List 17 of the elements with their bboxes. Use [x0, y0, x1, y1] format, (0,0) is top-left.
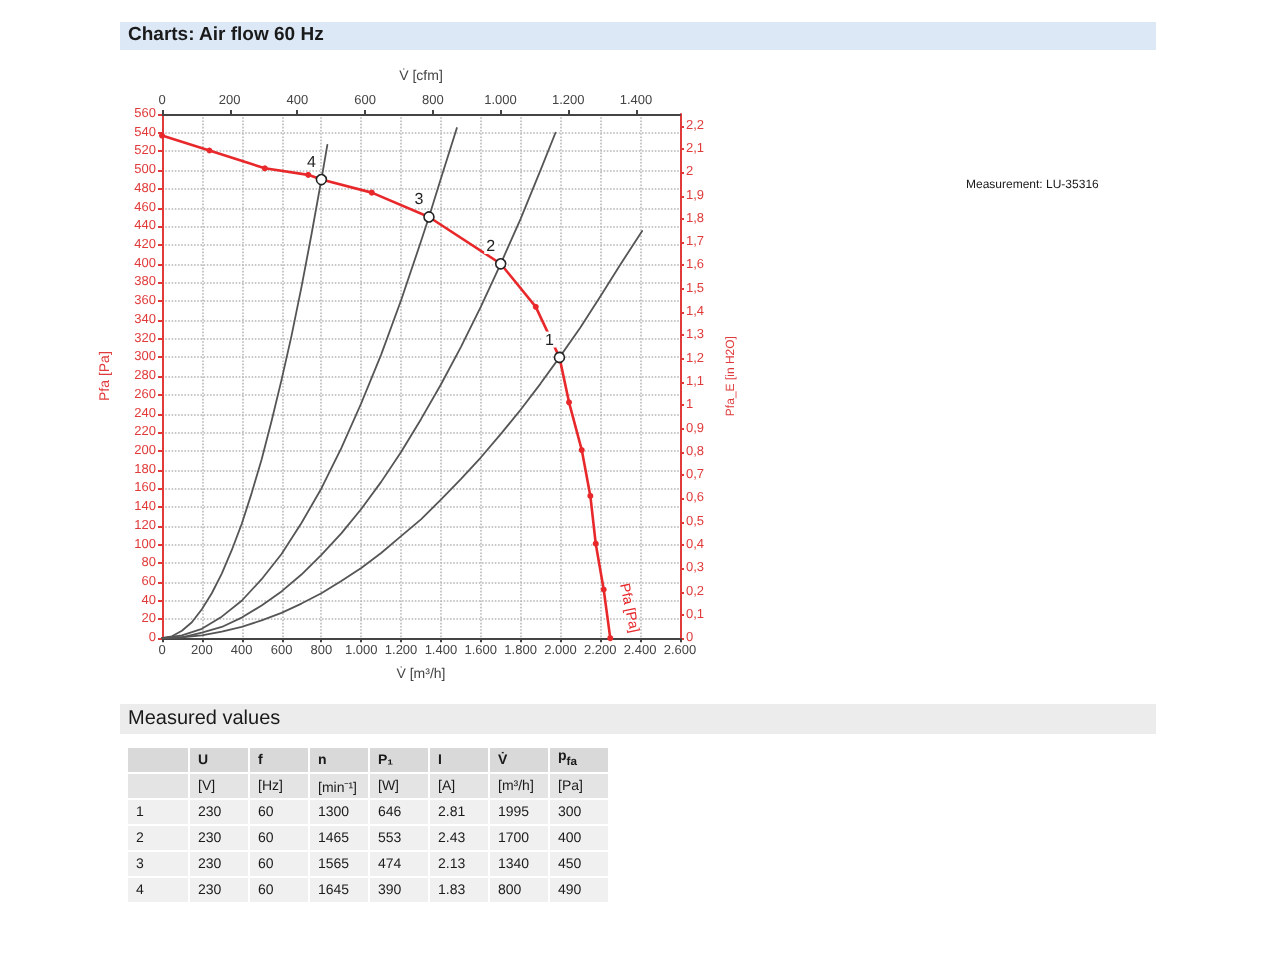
- annotation: 3: [414, 190, 425, 209]
- point: [261, 165, 268, 172]
- point: [607, 635, 614, 642]
- point: [206, 147, 213, 154]
- point: [578, 447, 585, 454]
- annotation: 4: [306, 152, 317, 171]
- point: [159, 132, 165, 139]
- point: [368, 189, 375, 196]
- point: [566, 399, 573, 406]
- chart-title: Charts: Air flow 60 Hz: [120, 22, 1156, 50]
- annotation: 2: [486, 236, 497, 255]
- point: [592, 540, 599, 547]
- annotation: 1: [545, 330, 556, 349]
- point: [532, 303, 539, 310]
- point: [305, 171, 312, 178]
- point: [587, 492, 594, 499]
- chart-title: Measured values: [120, 704, 1156, 734]
